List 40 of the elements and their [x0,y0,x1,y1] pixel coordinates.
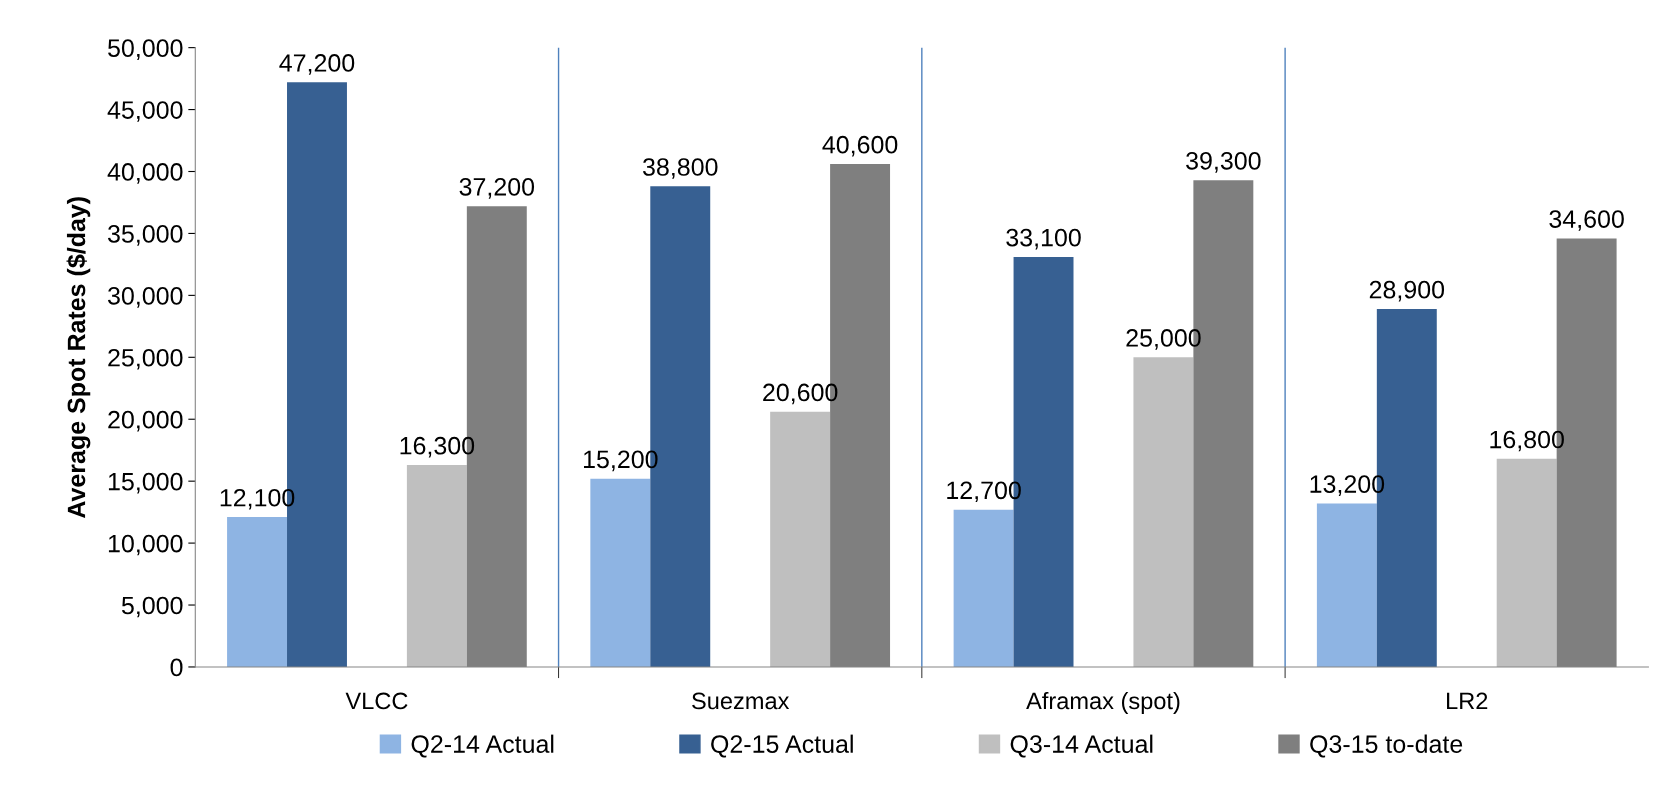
y-tick-label: 20,000 [108,410,183,432]
y-tick-label: 5,000 [121,596,183,618]
bar [406,465,467,667]
data-label: 20,600 [763,383,838,405]
bar [1316,503,1377,667]
y-axis-title: Average Spot Rates ($/day) [66,197,91,519]
legend-label: Q3-15 to-date [1310,734,1463,758]
y-tick-label: 0 [170,658,183,677]
y-tick-label: 30,000 [107,286,183,308]
data-label: 38,800 [642,158,718,179]
bar [590,478,651,667]
x-tick-label: Suezmax [692,692,790,710]
bar [770,411,831,667]
y-tick-label: 40,000 [107,163,183,184]
data-label: 34,600 [1549,210,1624,231]
data-label: 16,300 [400,436,475,458]
bar [953,509,1014,667]
y-tick-label: 15,000 [108,472,183,494]
data-label: 40,600 [822,135,898,157]
data-label: 28,900 [1369,280,1445,302]
legend-label: Q2-15 Actual [711,734,853,758]
x-tick-label: LR2 [1447,692,1488,710]
y-tick-label: 45,000 [107,101,183,122]
data-label: 37,200 [459,177,535,199]
legend-label: Q2-14 Actual [411,734,554,758]
data-label: 39,300 [1186,151,1261,173]
x-tick-label: VLCC [345,692,408,710]
x-tick-label: Aframax (spot) [1026,691,1180,714]
y-tick-label: 25,000 [108,348,183,370]
bar [1496,458,1557,667]
bar [227,517,288,667]
data-label: 25,000 [1126,329,1201,350]
data-label: 16,800 [1490,430,1564,452]
bar [1133,357,1194,667]
legend-label: Q3-14 Actual [1010,734,1153,758]
y-tick-label: 35,000 [107,225,183,246]
y-tick-label: 10,000 [108,534,183,556]
data-label: 47,200 [279,54,355,75]
data-label: 33,100 [1006,228,1081,250]
y-tick-label: 50,000 [108,39,183,60]
